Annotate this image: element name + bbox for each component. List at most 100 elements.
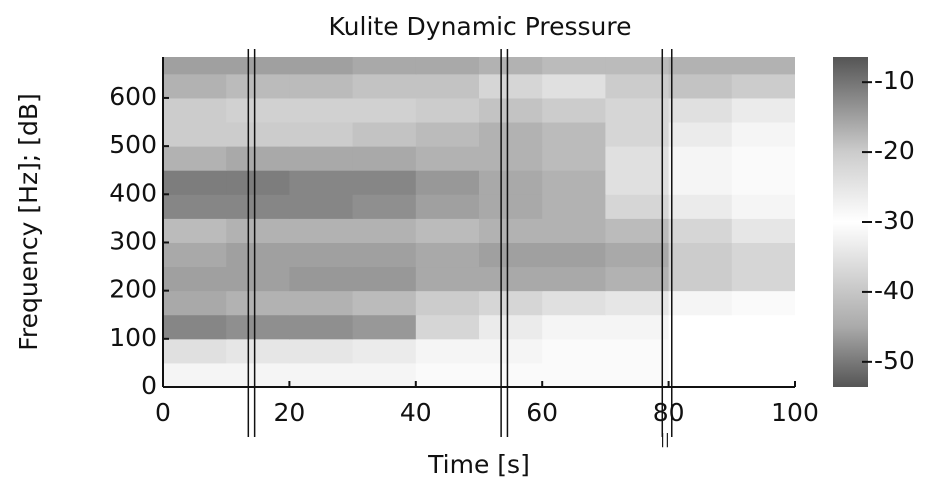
heatmap-cell — [668, 338, 733, 364]
heatmap-cell — [163, 314, 227, 340]
heatmap-cell — [542, 362, 606, 387]
heatmap-cell — [479, 97, 543, 123]
heatmap-cell — [163, 218, 227, 243]
x-axis-label: Time [s] — [427, 450, 530, 479]
heatmap-cell — [163, 97, 227, 123]
heatmap-cell — [226, 122, 290, 147]
heatmap-cell — [163, 194, 227, 219]
heatmap-cell — [289, 362, 354, 387]
heatmap-cell — [605, 194, 670, 219]
heatmap-cell — [415, 218, 480, 243]
heatmap-cell — [542, 73, 606, 99]
heatmap-cell — [542, 194, 606, 219]
heatmap-cell — [479, 242, 543, 268]
heatmap-cell — [668, 242, 733, 268]
heatmap-cell — [605, 97, 670, 123]
heatmap-cell — [542, 290, 606, 316]
heatmap-cell — [668, 146, 733, 171]
y-axis-label: Frequency [Hz]; [dB] — [14, 93, 43, 350]
heatmap-cells — [163, 57, 795, 387]
x-tick-label: 100 — [771, 398, 819, 427]
heatmap-cell — [605, 266, 670, 292]
heatmap-cell — [415, 290, 480, 316]
heatmap-cell — [668, 73, 733, 99]
y-tick-label: 200 — [109, 275, 157, 304]
heatmap-cell — [479, 146, 543, 171]
heatmap-cell — [668, 266, 733, 292]
heatmap-cell — [352, 57, 417, 75]
heatmap-cell — [352, 218, 417, 243]
heatmap-cell — [479, 362, 543, 387]
y-tick-label: 400 — [109, 178, 157, 207]
heatmap-cell — [668, 97, 733, 123]
heatmap-cell — [668, 362, 733, 387]
heatmap-cell — [163, 146, 227, 171]
heatmap-cell — [668, 170, 733, 195]
x-tick-label: 0 — [155, 398, 171, 427]
heatmap-cell — [415, 122, 480, 147]
colorbar-tick-label: -40 — [874, 276, 915, 305]
heatmap-cell — [163, 362, 227, 387]
y-tick-label: 300 — [109, 226, 157, 255]
heatmap-cell — [542, 338, 606, 364]
heatmap-cell — [289, 122, 354, 147]
heatmap-cell — [731, 73, 795, 99]
chart-title: Kulite Dynamic Pressure — [329, 12, 632, 41]
heatmap-cell — [163, 73, 227, 99]
heatmap-cell — [479, 170, 543, 195]
heatmap-cell — [605, 362, 670, 387]
heatmap-cell — [352, 266, 417, 292]
heatmap-cell — [605, 338, 670, 364]
heatmap-cell — [731, 57, 795, 75]
heatmap-cell — [415, 57, 480, 75]
heatmap-cell — [415, 194, 480, 219]
heatmap-cell — [605, 290, 670, 316]
heatmap-cell — [352, 73, 417, 99]
heatmap-cell — [226, 338, 290, 364]
heatmap-cell — [605, 218, 670, 243]
heatmap-cell — [731, 97, 795, 123]
heatmap-cell — [226, 266, 290, 292]
x-tick-label: 60 — [526, 398, 558, 427]
heatmap-cell — [731, 218, 795, 243]
heatmap-cell — [731, 122, 795, 147]
colorbar-tick-label: -50 — [874, 346, 915, 375]
heatmap-cell — [289, 194, 354, 219]
heatmap-cell — [226, 290, 290, 316]
heatmap-cell — [163, 122, 227, 147]
heatmap-cell — [479, 122, 543, 147]
heatmap-cell — [731, 314, 795, 340]
heatmap-cell — [668, 57, 733, 75]
heatmap-cell — [479, 218, 543, 243]
heatmap-cell — [352, 170, 417, 195]
heatmap-cell — [415, 242, 480, 268]
heatmap-cell — [542, 122, 606, 147]
colorbar-tick-label: -20 — [874, 136, 915, 165]
heatmap-cell — [479, 194, 543, 219]
heatmap-cell — [289, 290, 354, 316]
heatmap-cell — [352, 194, 417, 219]
heatmap-cell — [289, 266, 354, 292]
heatmap-cell — [668, 194, 733, 219]
colorbar-tick-label: -30 — [874, 206, 915, 235]
x-tick-label: 80 — [653, 398, 685, 427]
heatmap-cell — [731, 362, 795, 387]
heatmap-cell — [479, 338, 543, 364]
heatmap-cell — [226, 362, 290, 387]
y-tick-label: 500 — [109, 130, 157, 159]
heatmap-cell — [731, 146, 795, 171]
heatmap-cell — [542, 242, 606, 268]
heatmap-cell — [415, 146, 480, 171]
heatmap-cell — [289, 97, 354, 123]
x-tick-label: 20 — [273, 398, 305, 427]
heatmap-cell — [479, 266, 543, 292]
heatmap-cell — [226, 314, 290, 340]
heatmap-cell — [352, 362, 417, 387]
heatmap-cell — [352, 97, 417, 123]
heatmap-cell — [289, 218, 354, 243]
heatmap-cell — [415, 266, 480, 292]
heatmap-cell — [163, 290, 227, 316]
heatmap-cell — [542, 218, 606, 243]
heatmap-cell — [415, 362, 480, 387]
heatmap-cell — [226, 170, 290, 195]
